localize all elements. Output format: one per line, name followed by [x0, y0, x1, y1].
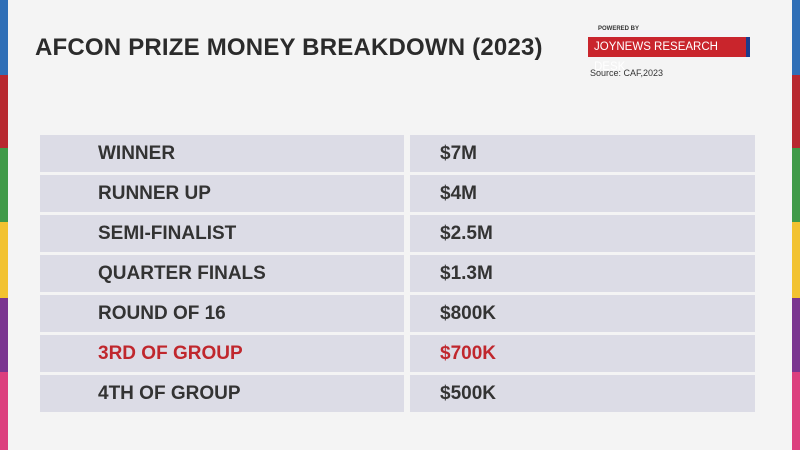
prize-cell: $500K: [410, 375, 755, 412]
table-row: WINNER $7M: [40, 135, 755, 172]
table-row: ROUND OF 16 $800K: [40, 295, 755, 332]
stripe: [0, 75, 8, 148]
stripe: [0, 222, 8, 298]
stripe: [0, 148, 8, 222]
stripe: [0, 372, 8, 450]
stripe: [792, 298, 800, 372]
stage-cell: 3RD OF GROUP: [40, 335, 404, 372]
prize-cell: $7M: [410, 135, 755, 172]
table-row: RUNNER UP $4M: [40, 175, 755, 212]
table-row: 4TH OF GROUP $500K: [40, 375, 755, 412]
stripe: [792, 75, 800, 148]
stage-cell: RUNNER UP: [40, 175, 404, 212]
table-row: SEMI-FINALIST $2.5M: [40, 215, 755, 252]
prize-cell: $800K: [410, 295, 755, 332]
stripe: [792, 372, 800, 450]
prize-cell: $2.5M: [410, 215, 755, 252]
stripe: [792, 222, 800, 298]
prize-cell: $1.3M: [410, 255, 755, 292]
powered-by: POWERED BY: [598, 26, 640, 32]
prize-cell: $700K: [410, 335, 755, 372]
stage-cell: QUARTER FINALS: [40, 255, 404, 292]
stripe: [0, 0, 8, 75]
prize-table: WINNER $7M RUNNER UP $4M SEMI-FINALIST $2.5M Q…: [40, 135, 755, 415]
stripe: [792, 148, 800, 222]
stage-cell: SEMI-FINALIST: [40, 215, 404, 252]
prize-cell: $4M: [410, 175, 755, 212]
stage-cell: 4TH OF GROUP: [40, 375, 404, 412]
stage-cell: WINNER: [40, 135, 404, 172]
stripe: [0, 298, 8, 372]
table-row: 3RD OF GROUP $700K: [40, 335, 755, 372]
brand-badge: JOYNEWS RESEARCH DESK: [588, 37, 750, 73]
stage-cell: ROUND OF 16: [40, 295, 404, 332]
source: Source: CAF,2023: [590, 68, 664, 78]
title: AFCON PRIZE MONEY BREAKDOWN (2023): [35, 34, 543, 61]
stripe: [792, 0, 800, 75]
table-row: QUARTER FINALS $1.3M: [40, 255, 755, 292]
